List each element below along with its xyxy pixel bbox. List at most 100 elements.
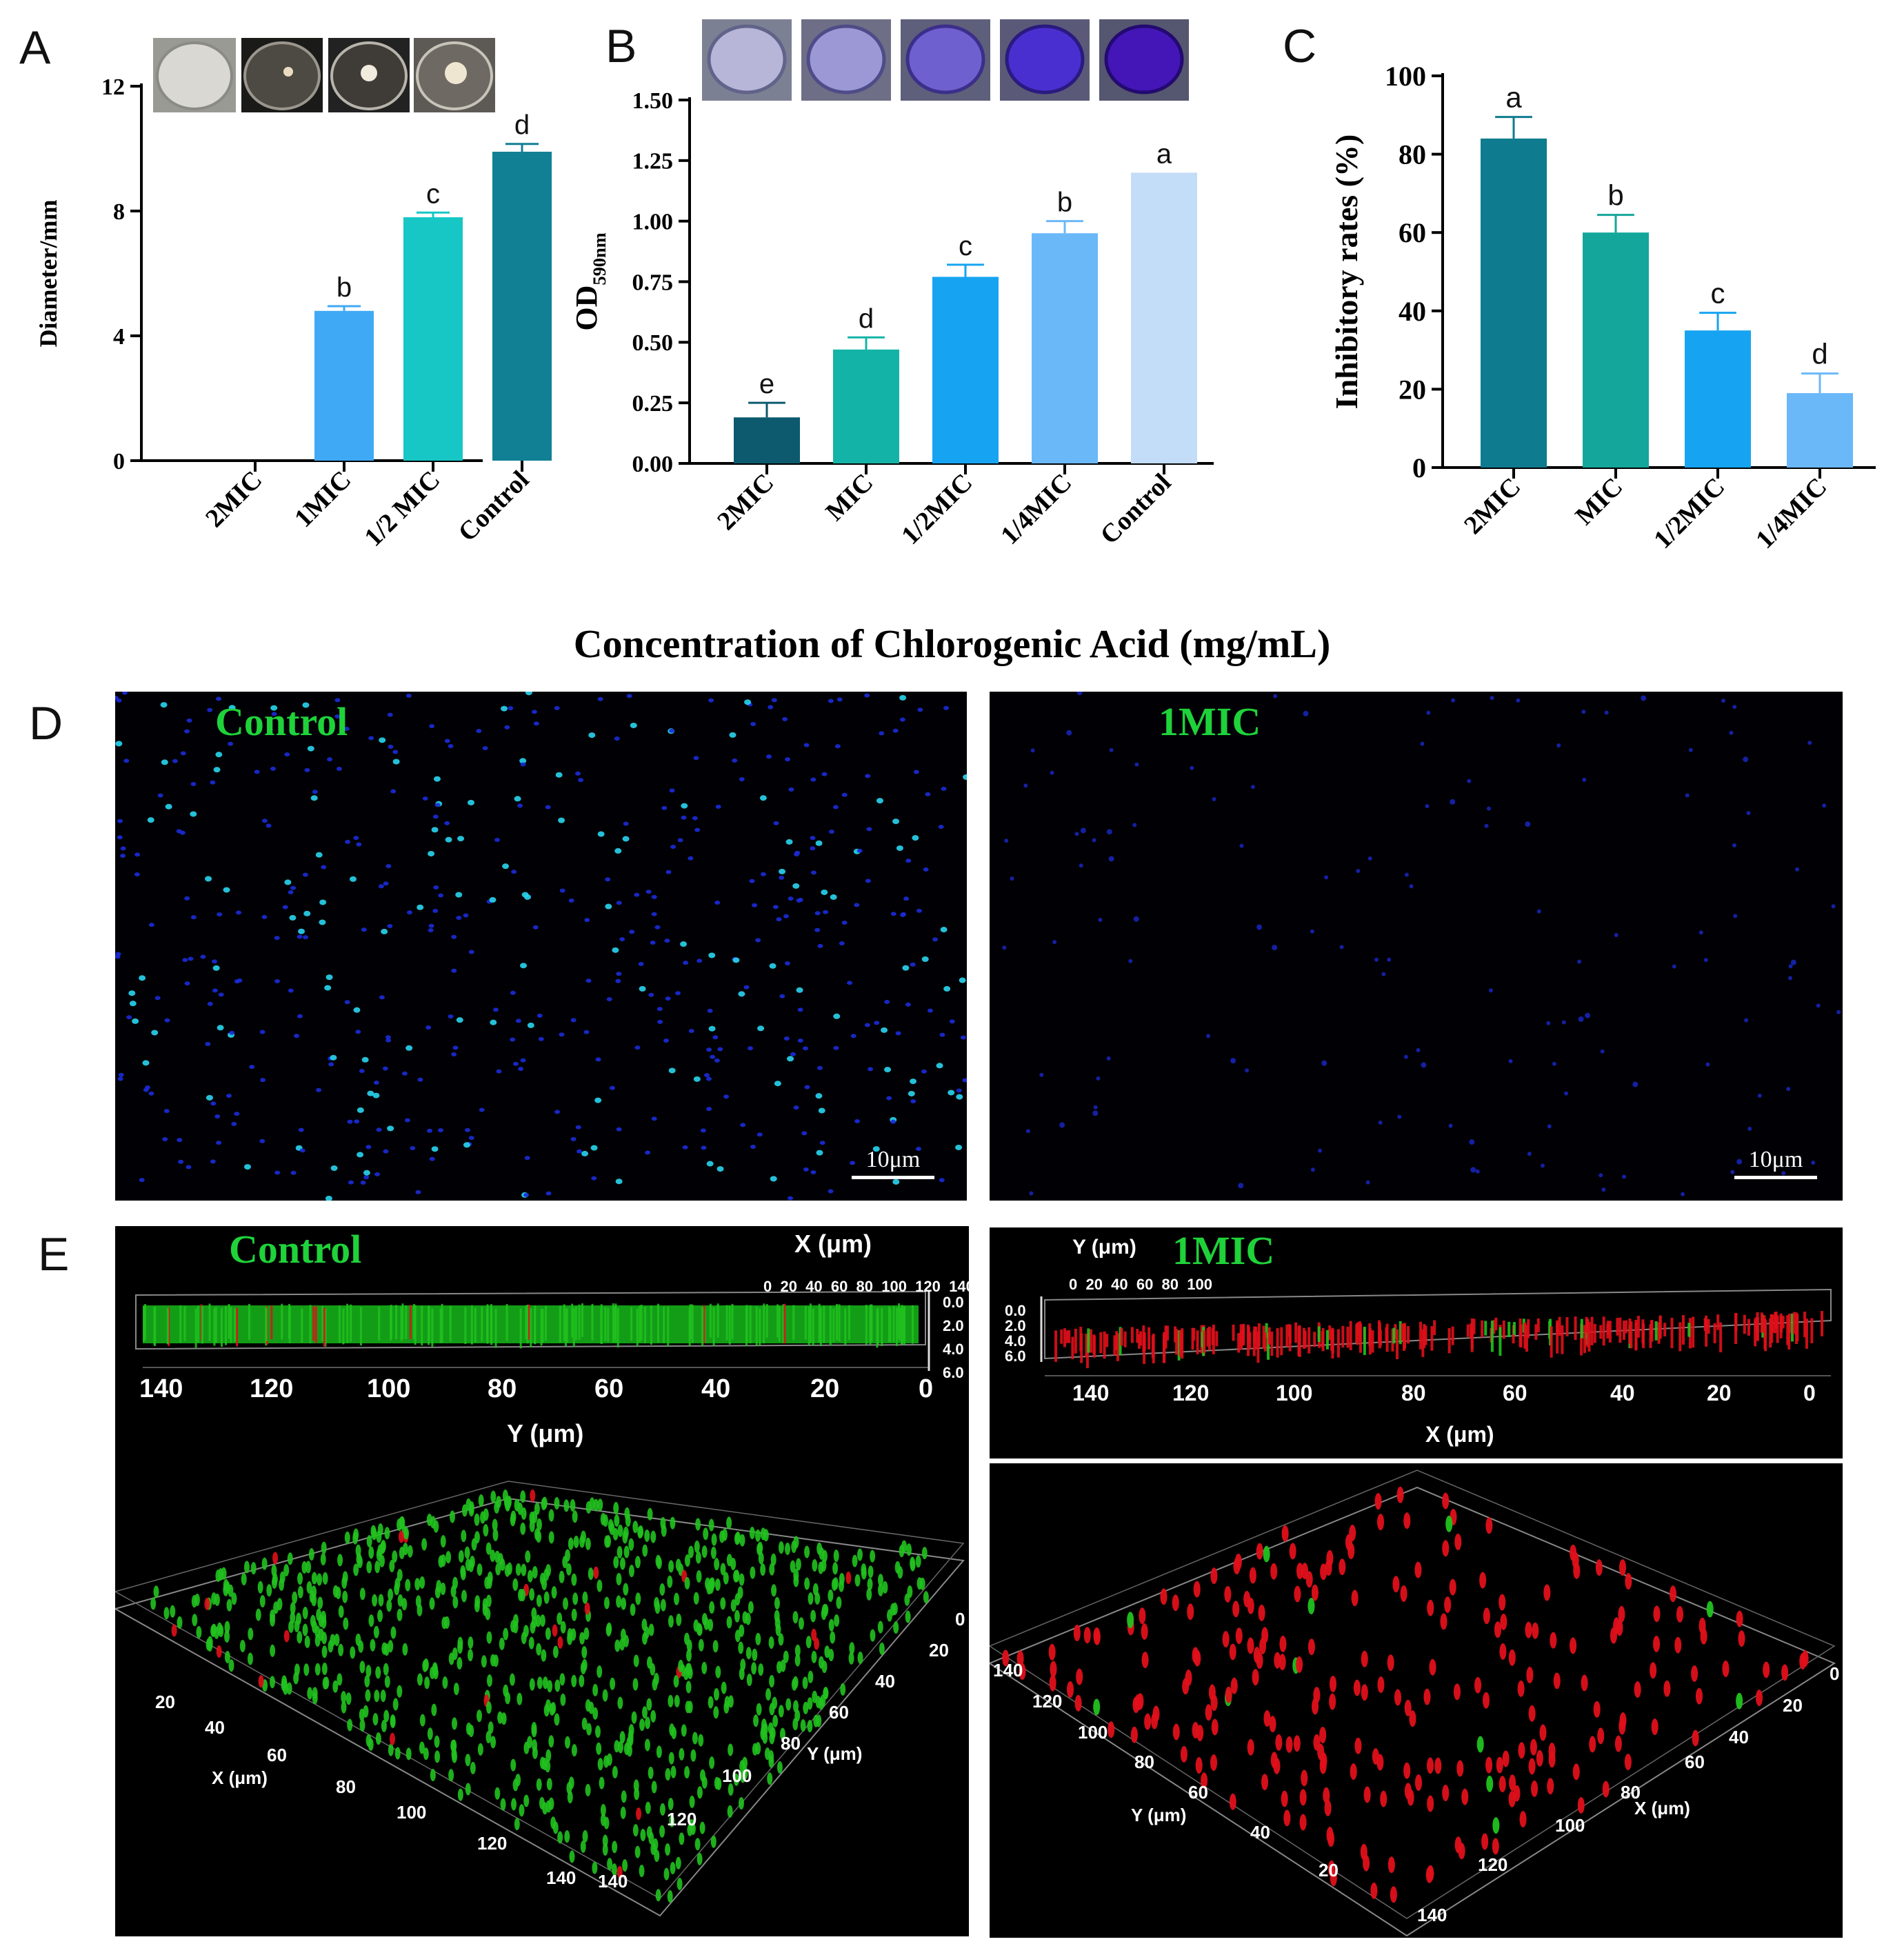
clsm-control-3d-cell xyxy=(514,1818,520,1831)
dapi-cell-control xyxy=(205,1041,211,1046)
clsm-control-y-tick-0: 0 xyxy=(919,1374,934,1403)
clsm-control-3d-cell xyxy=(451,1717,457,1730)
clsm-control-3d-cell xyxy=(686,1639,692,1652)
clsm-1mic-slab-stripe xyxy=(1419,1321,1423,1350)
dapi-cell-control xyxy=(693,756,699,761)
clsm-control-3d-cell xyxy=(805,1636,812,1649)
dapi-cell-control xyxy=(376,1127,382,1132)
clsm-control-3d-cell xyxy=(793,1700,799,1713)
clsm-control-slab-stripe xyxy=(657,1303,659,1343)
clsm-control-3d-cell xyxy=(270,1644,276,1657)
dapi-cell-1mic xyxy=(1002,945,1007,950)
clsm-1mic-slab-stripe xyxy=(1328,1325,1332,1341)
dapi-cell-control xyxy=(427,1128,433,1133)
dapi-cell-control xyxy=(688,1028,694,1033)
clsm-control-3d-x-tick-100: 100 xyxy=(397,1802,427,1823)
clsm-control-3d-cell xyxy=(592,1683,599,1696)
clsm-control-3d-cell xyxy=(529,1588,535,1601)
clsm-control-3d-cell xyxy=(603,1755,610,1768)
clsm-control-3d-cell xyxy=(394,1747,401,1760)
dapi-cell-1mic xyxy=(1381,972,1386,976)
clsm-control-3d-cell xyxy=(341,1576,348,1589)
dapi-image-control: Control 10μm xyxy=(115,692,967,1201)
clsm-1mic-3d-cell xyxy=(1016,1650,1024,1667)
clsm-control-3d-cell xyxy=(450,1739,457,1752)
chart-b-significance-letter-2: c xyxy=(959,231,972,261)
dapi-cell-control xyxy=(962,1078,967,1083)
clsm-control-slab-stripe xyxy=(528,1304,530,1340)
dapi-cell-control xyxy=(510,990,516,995)
clsm-control-3d-cell xyxy=(639,1718,645,1732)
dapi-cell-control xyxy=(892,1179,900,1185)
clsm-1mic-3d-cell xyxy=(1483,1607,1490,1625)
clsm-control-3d-cell xyxy=(831,1578,837,1591)
dapi-cell-control xyxy=(142,1060,150,1066)
clsm-control-3d-cell xyxy=(430,1768,436,1781)
clsm-control-3d-cell xyxy=(546,1778,552,1791)
clsm-control-3d-cell xyxy=(812,1583,819,1596)
clsm-control-3d-cell xyxy=(548,1509,554,1522)
clsm-control-3d-cell xyxy=(760,1563,766,1576)
clsm-1mic-3d-cell xyxy=(1572,1552,1579,1569)
dapi-cell-control xyxy=(921,1069,928,1074)
clsm-control-3d-cell xyxy=(434,1750,441,1763)
clsm-1mic-slab-stripe xyxy=(1556,1323,1559,1354)
clsm-control-slab-stripe xyxy=(808,1306,810,1345)
dapi-cell-control xyxy=(288,988,294,993)
clsm-control-3d-cell xyxy=(247,1652,253,1665)
dapi-cell-control xyxy=(520,762,526,767)
clsm-control-3d-cell xyxy=(401,1598,408,1611)
dapi-cell-control xyxy=(353,836,359,841)
dapi-cell-1mic xyxy=(1736,1159,1743,1165)
clsm-control-3d-cell xyxy=(808,1592,814,1605)
clsm-control-3d-cell xyxy=(317,1573,323,1586)
clsm-control-3d-cell xyxy=(769,1563,775,1576)
clsm-control-3d-cell xyxy=(224,1621,230,1634)
clsm-control-3d-cell xyxy=(612,1527,619,1541)
clsm-1mic-slab-stripe xyxy=(1421,1329,1425,1357)
chart-b-bar-3 xyxy=(1032,233,1098,463)
clsm-control-3d-x-tick-20: 20 xyxy=(155,1692,175,1712)
clsm-control-3d-cell xyxy=(255,1608,261,1621)
dapi-cell-control xyxy=(743,985,750,990)
clsm-1mic-3d-cell xyxy=(1319,1757,1327,1774)
clsm-1mic-3d-cell xyxy=(1108,1721,1115,1738)
clsm-control-3d-cell xyxy=(364,1674,370,1687)
clsm-1mic-3d-cell xyxy=(1345,1534,1352,1551)
clsm-control-3d-cell xyxy=(602,1834,608,1847)
dapi-cell-control xyxy=(545,805,551,810)
clsm-control-3d-cell xyxy=(519,1804,525,1817)
clsm-control-3d-cell xyxy=(745,1647,752,1660)
dapi-cell-control xyxy=(866,827,872,832)
clsm-control-3d-cell xyxy=(582,1591,588,1604)
dapi-cell-control xyxy=(590,1145,598,1151)
clsm-1mic-3d-cell xyxy=(1499,1643,1507,1660)
dapi-cell-control xyxy=(575,1125,581,1130)
clsm-control-3d-cell xyxy=(812,1558,818,1572)
clsm-1mic-3d-cell xyxy=(1377,1514,1385,1531)
clsm-1mic-3d-cell xyxy=(1781,1664,1789,1681)
dapi-cell-control xyxy=(740,1123,746,1127)
dapi-cell-1mic xyxy=(1536,909,1541,914)
clsm-control-3d-cell xyxy=(713,1687,719,1701)
dapi-cell-control xyxy=(184,896,190,901)
clsm-1mic-3d-cell xyxy=(1517,1680,1525,1697)
chart-b-ytick-label-2: 0.50 xyxy=(632,330,674,356)
clsm-control-3d-cell xyxy=(619,1638,625,1651)
dapi-cell-control xyxy=(654,925,661,930)
clsm-control-3d-cell xyxy=(694,1838,701,1851)
clsm-1mic-slab-stripe xyxy=(1054,1330,1058,1362)
dapi-cell-control xyxy=(303,935,309,940)
clsm-control-3d-cell xyxy=(490,1490,497,1503)
clsm-control-3d-cell xyxy=(451,1750,457,1763)
dapi-cell-control xyxy=(615,979,621,983)
clsm-control-slab-stripe xyxy=(270,1305,273,1340)
clsm-1mic-slab-stripe xyxy=(1068,1330,1071,1343)
dapi-cell-control xyxy=(810,777,816,782)
chart-a-ytick-label-2: 8 xyxy=(113,199,125,225)
clsm-1mic-slab-stripe xyxy=(1336,1329,1340,1358)
clsm-1mic-3d-cell xyxy=(1801,1650,1809,1667)
dapi-cell-control xyxy=(212,988,218,993)
dapi-cell-control xyxy=(917,708,923,712)
clsm-control-3d-cell xyxy=(529,1519,535,1532)
